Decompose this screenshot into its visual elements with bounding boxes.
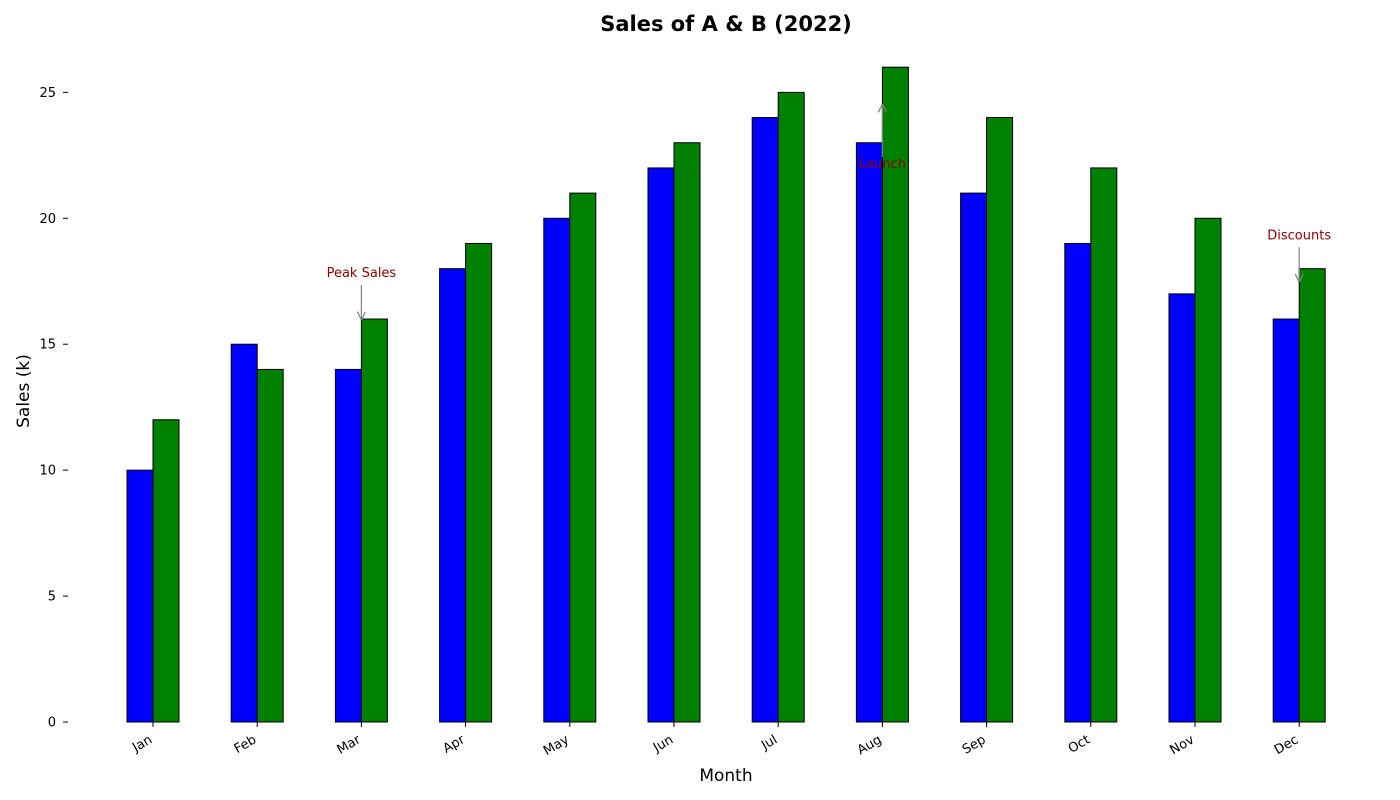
x-tick-label: Dec bbox=[1272, 732, 1301, 758]
bar-series-2-jul bbox=[777, 91, 805, 723]
bar-series-1-jun bbox=[647, 167, 675, 723]
y-axis-label: Sales (k) bbox=[14, 354, 34, 428]
bar-series-2-jan bbox=[152, 419, 180, 723]
bar-series-1-nov bbox=[1168, 293, 1196, 723]
y-axis: 0 5 10 15 20 25 bbox=[39, 86, 68, 731]
bar-series-2-nov bbox=[1194, 217, 1222, 723]
annotations-group: Peak Sales Launch Discounts bbox=[327, 105, 1331, 319]
y-tick-label: 25 bbox=[39, 86, 56, 101]
x-tick-label: Nov bbox=[1168, 732, 1198, 758]
x-tick-label: Mar bbox=[335, 732, 364, 758]
chart-title: Sales of A & B (2022) bbox=[600, 12, 852, 36]
x-tick-label: Jul bbox=[758, 732, 780, 753]
y-tick-label: 15 bbox=[39, 338, 56, 353]
bar-series-2-feb bbox=[256, 368, 284, 723]
bar-series-1-may bbox=[543, 217, 571, 723]
bar-series-2-apr bbox=[465, 242, 493, 723]
bar-series-1-jul bbox=[751, 117, 779, 723]
x-axis-label: Month bbox=[699, 766, 752, 786]
x-tick-label: Oct bbox=[1066, 732, 1093, 756]
bar-series-1-aug bbox=[855, 142, 883, 723]
bar-series-2-aug bbox=[881, 66, 909, 723]
bar-series-2-mar bbox=[360, 318, 388, 723]
bar-series-2-may bbox=[569, 192, 597, 723]
y-tick-label: 0 bbox=[48, 716, 56, 731]
bar-series-2-sep bbox=[986, 117, 1014, 723]
x-axis: Jan Feb Mar Apr May Jun Jul Aug Sep Oct Nov Dec bbox=[129, 722, 1301, 759]
y-tick-label: 5 bbox=[48, 590, 56, 605]
bar-series-2-oct bbox=[1090, 167, 1118, 723]
x-tick-label: May bbox=[541, 732, 572, 759]
y-tick-label: 20 bbox=[39, 212, 56, 227]
bars-group bbox=[126, 66, 1326, 723]
bar-series-1-mar bbox=[334, 368, 362, 723]
x-tick-label: Aug bbox=[855, 732, 884, 758]
bar-series-2-dec bbox=[1298, 268, 1326, 723]
annotation-label: Launch bbox=[859, 157, 906, 172]
bar-series-1-feb bbox=[230, 343, 258, 723]
annotation-label: Peak Sales bbox=[327, 266, 397, 281]
bar-series-1-apr bbox=[439, 268, 467, 723]
y-tick-label: 10 bbox=[39, 464, 56, 479]
bar-series-2-jun bbox=[673, 142, 701, 723]
bar-series-1-sep bbox=[960, 192, 988, 723]
x-tick-label: Jan bbox=[129, 732, 155, 756]
x-tick-label: Apr bbox=[441, 732, 469, 757]
x-tick-label: Feb bbox=[232, 732, 259, 757]
x-tick-label: Jun bbox=[650, 732, 676, 756]
x-tick-label: Sep bbox=[960, 732, 989, 757]
annotation-label: Discounts bbox=[1267, 228, 1331, 243]
bar-series-1-oct bbox=[1064, 242, 1092, 723]
bar-series-1-dec bbox=[1272, 318, 1300, 723]
bar-series-1-jan bbox=[126, 469, 154, 723]
